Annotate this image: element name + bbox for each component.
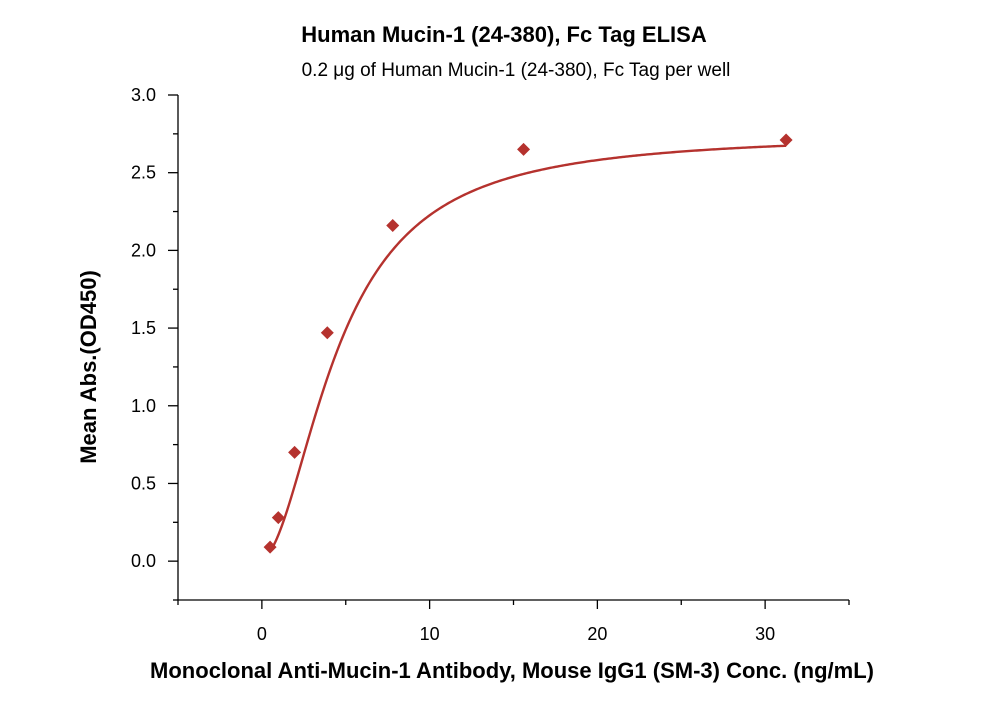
x-tick-label: 10 <box>420 624 440 644</box>
y-tick-label: 2.0 <box>131 240 156 260</box>
fit-curve-layer <box>269 144 787 553</box>
data-point-diamond <box>263 540 277 554</box>
fit-curve <box>269 144 787 553</box>
chart-title: Human Mucin-1 (24-380), Fc Tag ELISA <box>301 22 707 47</box>
x-tick-label: 30 <box>755 624 775 644</box>
y-tick-label: 1.0 <box>131 396 156 416</box>
y-tick-label: 2.5 <box>131 163 156 183</box>
chart-subtitle: 0.2 μg of Human Mucin-1 (24-380), Fc Tag… <box>302 60 731 81</box>
y-tick-label: 3.0 <box>131 85 156 105</box>
data-point-diamond <box>288 445 302 459</box>
y-tick-label: 1.5 <box>131 318 156 338</box>
y-axis-ticks: 0.0 0.5 1.0 1.5 2.0 2.5 3.0 <box>131 85 178 601</box>
x-axis-ticks: 0 10 20 30 <box>177 600 850 644</box>
data-point-diamond <box>779 133 793 147</box>
x-tick-label: 0 <box>257 624 267 644</box>
data-point-diamond <box>517 142 531 156</box>
axes <box>177 95 849 601</box>
y-tick-label: 0.0 <box>131 551 156 571</box>
data-point-diamond <box>320 326 334 340</box>
y-tick-label: 0.5 <box>131 473 156 493</box>
x-tick-label: 20 <box>587 624 607 644</box>
data-point-diamond <box>386 219 400 233</box>
x-axis-title: Monoclonal Anti-Mucin-1 Antibody, Mouse … <box>150 658 874 683</box>
data-points-layer <box>263 133 793 554</box>
y-axis-title: Mean Abs.(OD450) <box>76 270 101 464</box>
data-point-diamond <box>271 511 285 525</box>
